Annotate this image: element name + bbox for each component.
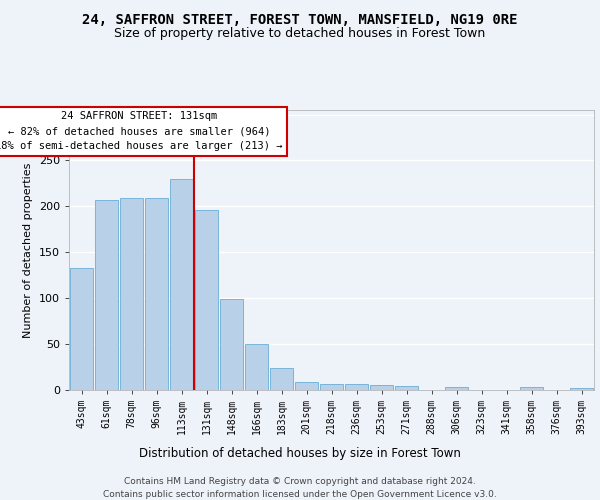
Text: Size of property relative to detached houses in Forest Town: Size of property relative to detached ho… xyxy=(115,28,485,40)
Bar xyxy=(445,387,468,390)
Bar xyxy=(320,384,343,390)
Bar xyxy=(145,198,168,390)
Text: 24, SAFFRON STREET, FOREST TOWN, MANSFIELD, NG19 0RE: 24, SAFFRON STREET, FOREST TOWN, MANSFIE… xyxy=(82,12,518,26)
Bar xyxy=(120,198,143,390)
Bar xyxy=(270,368,293,390)
Bar xyxy=(520,387,543,390)
Bar xyxy=(95,200,118,390)
Bar xyxy=(370,386,393,390)
Bar xyxy=(345,384,368,390)
Text: 24 SAFFRON STREET: 131sqm
← 82% of detached houses are smaller (964)
18% of semi: 24 SAFFRON STREET: 131sqm ← 82% of detac… xyxy=(0,112,283,151)
Bar xyxy=(195,210,218,390)
Bar xyxy=(170,179,193,390)
Text: Distribution of detached houses by size in Forest Town: Distribution of detached houses by size … xyxy=(139,448,461,460)
Text: Contains HM Land Registry data © Crown copyright and database right 2024.
Contai: Contains HM Land Registry data © Crown c… xyxy=(103,478,497,499)
Bar xyxy=(570,388,593,390)
Bar xyxy=(245,344,268,390)
Bar xyxy=(70,268,93,390)
Bar xyxy=(220,299,243,390)
Bar xyxy=(395,386,418,390)
Y-axis label: Number of detached properties: Number of detached properties xyxy=(23,162,33,338)
Bar xyxy=(295,382,318,390)
